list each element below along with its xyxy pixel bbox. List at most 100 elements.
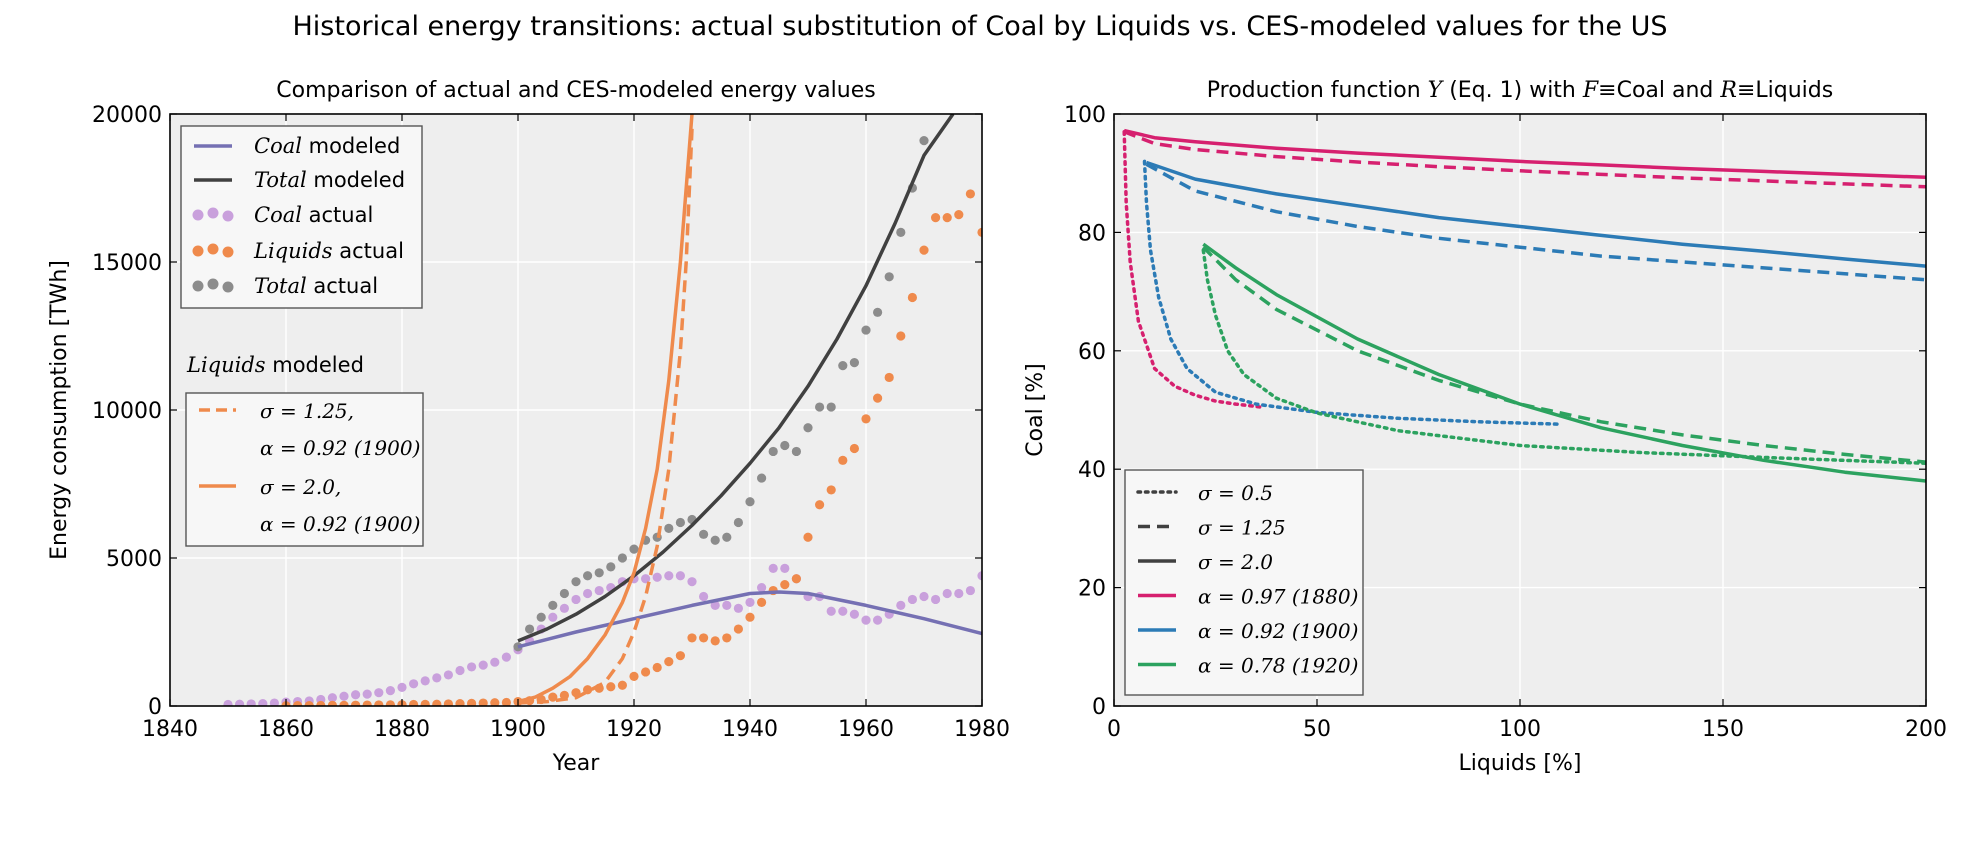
point-total_actual — [780, 440, 790, 451]
point-coal_actual — [409, 679, 419, 689]
point-coal_actual — [733, 603, 744, 613]
right-y-axis-label: Coal [%] — [1023, 363, 1048, 456]
legend-entry-coal-actual: Coal actual — [192, 203, 373, 227]
legend-entry-total-modeled: Total modeled — [194, 168, 405, 192]
right-series-layer — [1122, 128, 1926, 483]
legend-frame — [185, 392, 424, 547]
point-coal_actual — [907, 594, 918, 605]
point-liquids_actual — [954, 210, 964, 220]
series-line-total_modeled — [517, 114, 955, 643]
series-line-a078_s125 — [1202, 245, 1926, 464]
legend-dot-coal-actual — [192, 209, 204, 221]
point-total_actual — [525, 624, 535, 634]
point-coal_actual — [780, 563, 790, 573]
right-y-tick-label: 100 — [1064, 103, 1106, 128]
legend-text-liquids-s125-line2: α = 0.92 (1900) — [260, 436, 420, 460]
point-coal_actual — [583, 588, 593, 599]
legend-frame — [180, 125, 423, 309]
legend-entry-coal-modeled: Coal modeled — [194, 134, 400, 158]
point-total_actual — [583, 571, 593, 581]
point-coal_actual — [385, 686, 395, 696]
point-coal_actual — [327, 693, 337, 703]
left-x-tick-label: 1840 — [142, 717, 198, 742]
point-liquids_actual — [339, 700, 349, 706]
point-liquids_actual — [548, 692, 558, 702]
point-liquids_actual — [826, 485, 836, 495]
point-coal_actual — [571, 594, 581, 605]
legend-label: α = 0.97 (1880) — [1198, 585, 1358, 609]
point-liquids_actual — [907, 292, 918, 303]
point-coal_actual — [467, 662, 477, 672]
point-liquids_actual — [490, 698, 500, 706]
legend-dot-coal-actual — [222, 210, 234, 222]
point-coal_actual — [687, 577, 697, 587]
point-total_actual — [710, 535, 720, 545]
point-coal_actual — [351, 690, 361, 700]
point-liquids_actual — [803, 532, 813, 542]
point-liquids_actual — [884, 372, 894, 383]
left-x-axis-label: Year — [552, 751, 601, 776]
series-line-liquids_modeled_s20 — [517, 114, 694, 704]
point-liquids_actual — [420, 699, 430, 706]
point-total_actual — [768, 446, 778, 457]
point-liquids_actual — [467, 698, 477, 706]
point-liquids_actual — [838, 455, 848, 465]
point-total_actual — [896, 227, 906, 237]
point-coal_actual — [235, 699, 245, 706]
point-liquids_actual — [617, 680, 628, 690]
legend-entry-total-actual: Total actual — [192, 274, 378, 298]
point-total_actual — [791, 446, 802, 457]
point-total_actual — [873, 307, 883, 317]
point-coal_actual — [455, 665, 465, 676]
legend-text-coal-modeled: Coal modeled — [254, 134, 400, 158]
right-y-tick-label: 60 — [1078, 340, 1106, 365]
legend-label: α = 0.78 (1920) — [1198, 654, 1358, 678]
point-liquids_actual — [455, 699, 465, 706]
point-liquids_actual — [606, 682, 616, 692]
series-line-a097_s125 — [1123, 130, 1926, 189]
point-total_actual — [803, 423, 813, 433]
left-y-axis-label: Energy consumption [TWh] — [47, 260, 72, 560]
point-liquids_actual — [304, 700, 314, 706]
point-liquids_actual — [873, 393, 883, 403]
point-total_actual — [699, 529, 709, 539]
legend-dot-total-actual — [222, 281, 234, 293]
series-line-a097_s05 — [1122, 130, 1262, 409]
point-coal_actual — [246, 699, 256, 706]
point-coal_actual — [223, 699, 233, 706]
point-liquids_actual — [652, 662, 662, 673]
point-total_actual — [733, 517, 744, 528]
point-liquids_actual — [780, 580, 790, 590]
legend-entry-liquids-actual: Liquids actual — [192, 239, 404, 263]
right-x-tick-label: 0 — [1107, 717, 1121, 742]
right-x-tick-label: 200 — [1905, 717, 1947, 742]
left-x-tick-label: 1880 — [374, 717, 430, 742]
left-x-tick-label: 1940 — [722, 717, 778, 742]
series-line-a078_s20 — [1202, 242, 1926, 483]
right-chart-panel: 0 50 100 150 200 0 20 40 60 80 100 Production func… — [1023, 78, 1947, 776]
point-liquids_actual — [710, 636, 720, 646]
left-y-tick-label: 20000 — [92, 103, 162, 128]
point-coal_actual — [838, 606, 848, 616]
left-ticks: 1840 1860 1880 1900 1920 1940 1960 1980 0 5000 100… — [92, 103, 1010, 742]
point-liquids_actual — [385, 700, 395, 706]
point-liquids_actual — [327, 700, 337, 706]
point-liquids_actual — [965, 189, 976, 199]
left-y-tick-label: 10000 — [92, 399, 162, 424]
point-coal_actual — [374, 688, 384, 698]
legend-text-liquids-s125-line1: σ = 1.25, — [260, 399, 354, 423]
left-x-tick-label: 1860 — [258, 717, 314, 742]
series-line-a078_s05 — [1201, 248, 1926, 466]
right-y-tick-label: 20 — [1078, 577, 1106, 602]
legend-dot-total-actual — [207, 278, 219, 290]
point-coal_actual — [722, 600, 732, 610]
legend-label: α = 0.92 (1900) — [1198, 619, 1358, 643]
point-liquids_actual — [409, 699, 419, 706]
point-coal_actual — [942, 588, 952, 599]
point-liquids_actual — [931, 213, 941, 223]
point-coal_actual — [269, 698, 279, 706]
point-coal_actual — [896, 600, 906, 610]
left-y-tick-label: 0 — [148, 695, 162, 720]
right-y-tick-label: 80 — [1078, 221, 1106, 246]
point-liquids_actual — [583, 685, 593, 695]
